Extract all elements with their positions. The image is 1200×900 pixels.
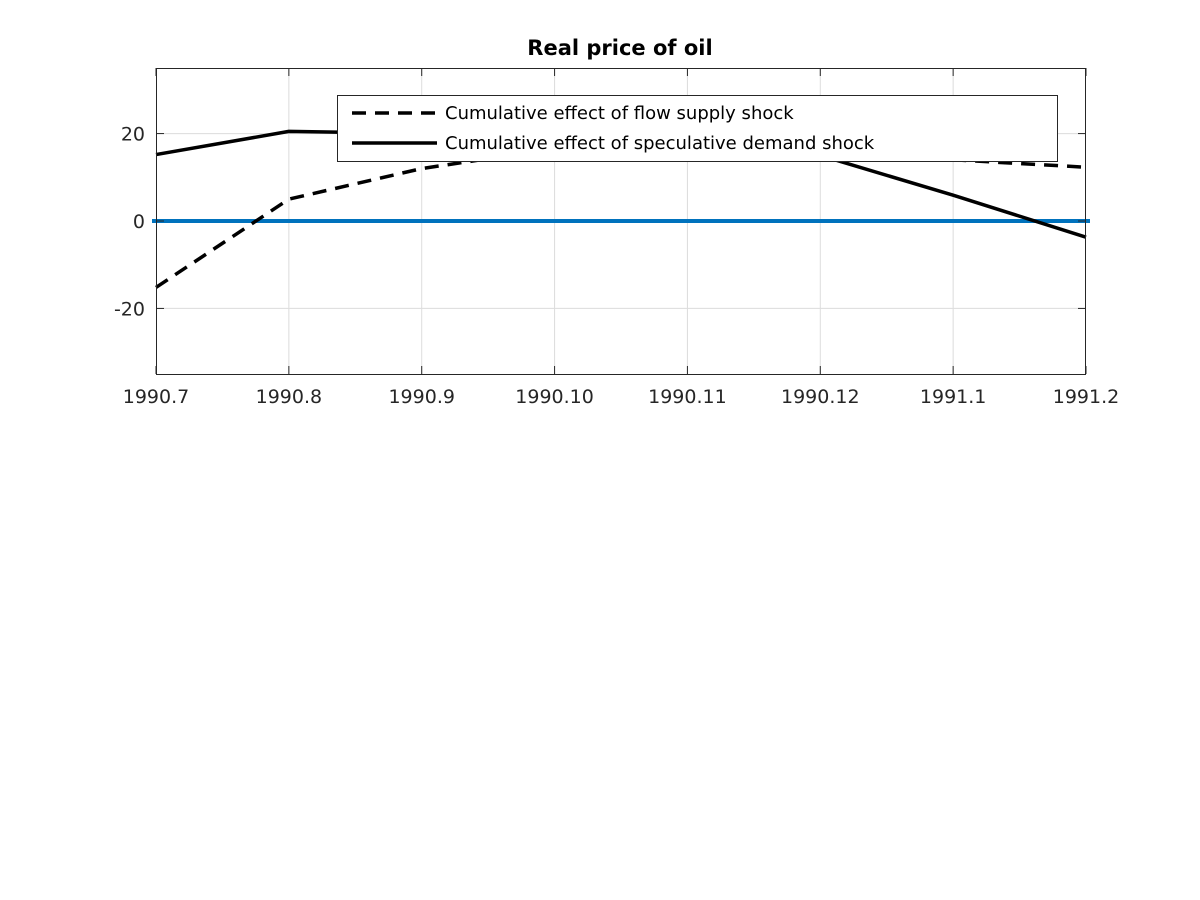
legend-box <box>337 95 1058 162</box>
legend-label-flow-supply: Cumulative effect of flow supply shock <box>445 103 794 124</box>
y-tick-label: -20 <box>114 298 145 320</box>
y-tick-label: 0 <box>133 211 145 233</box>
x-tick-label: 1990.10 <box>515 386 594 408</box>
legend-label-speculative-demand: Cumulative effect of speculative demand … <box>445 133 875 154</box>
x-tick-label: 1990.11 <box>648 386 727 408</box>
legend: Cumulative effect of flow supply shock C… <box>337 95 1058 162</box>
x-tick-label: 1990.9 <box>388 386 454 408</box>
series-line-flow-supply <box>155 147 1087 289</box>
x-tick-label: 1990.12 <box>781 386 860 408</box>
axis-ticks: 1990.7 1990.8 1990.9 1990.10 1990.11 1990.12 1… <box>114 68 1119 408</box>
y-tick-label: 20 <box>121 124 145 146</box>
x-tick-label: 1991.1 <box>920 386 986 408</box>
x-tick-label: 1991.2 <box>1053 386 1119 408</box>
chart-title: Real price of oil <box>527 36 712 60</box>
x-tick-label: 1990.7 <box>123 386 189 408</box>
x-tick-label: 1990.8 <box>256 386 322 408</box>
